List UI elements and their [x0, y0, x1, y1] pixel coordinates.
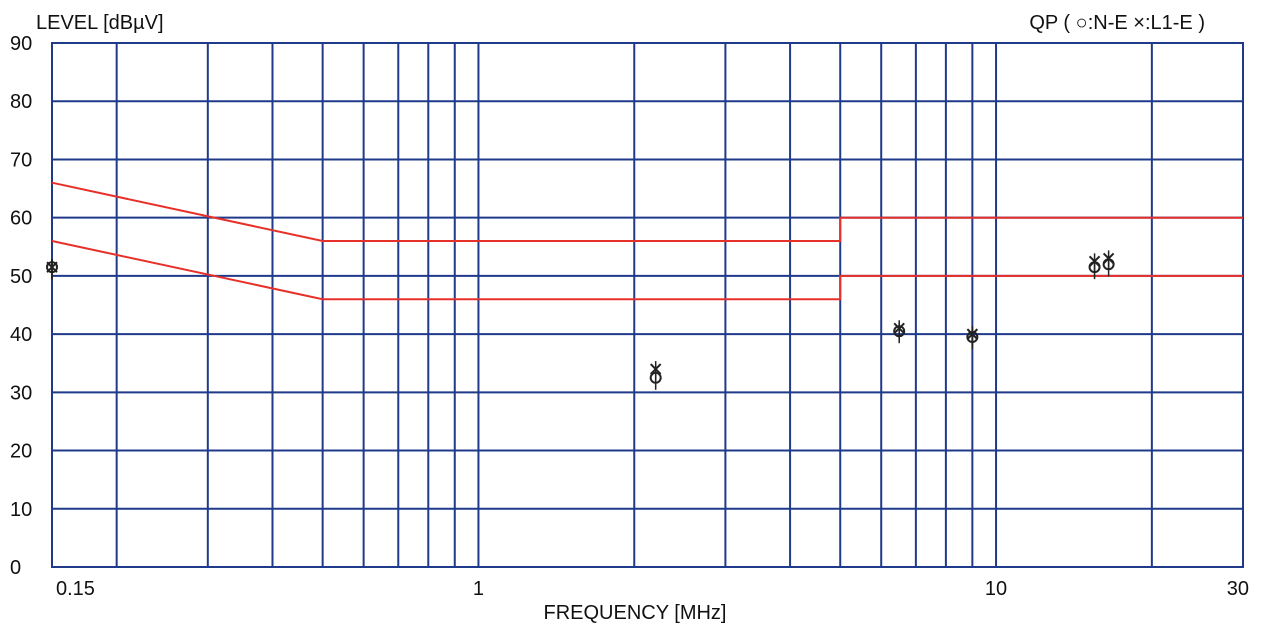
limit-line: [51, 181, 1243, 242]
y-axis-label: LEVEL [dBµV]: [36, 12, 164, 34]
limit-lines: [51, 181, 1243, 301]
y-tick-label: 40: [10, 324, 32, 346]
y-tick-label: 0: [10, 557, 21, 579]
x-tick-label: 10: [985, 578, 1007, 600]
grid: [51, 42, 1244, 568]
y-tick-label: 50: [10, 266, 32, 288]
x-tick-label: 1: [473, 578, 484, 600]
axis-labels: LEVEL [dBµV] QP ( ○:N-E ×:L1-E ) FREQUEN…: [10, 12, 1249, 624]
y-tick-label: 70: [10, 149, 32, 171]
plot-frame: [51, 42, 1244, 568]
x-axis-label: FREQUENCY [MHz]: [544, 602, 727, 624]
y-tick-label: 10: [10, 499, 32, 521]
x-tick-label: 30: [1227, 578, 1249, 600]
y-tick-label: 60: [10, 208, 32, 230]
legend-text: QP ( ○:N-E ×:L1-E ): [1029, 12, 1205, 34]
x-tick-label: 0.15: [56, 578, 95, 600]
y-tick-label: 20: [10, 441, 32, 463]
y-tick-label: 80: [10, 91, 32, 113]
limit-line: [51, 240, 1243, 301]
y-tick-label: 90: [10, 33, 32, 55]
y-tick-label: 30: [10, 382, 32, 404]
data-markers: [46, 250, 1115, 390]
